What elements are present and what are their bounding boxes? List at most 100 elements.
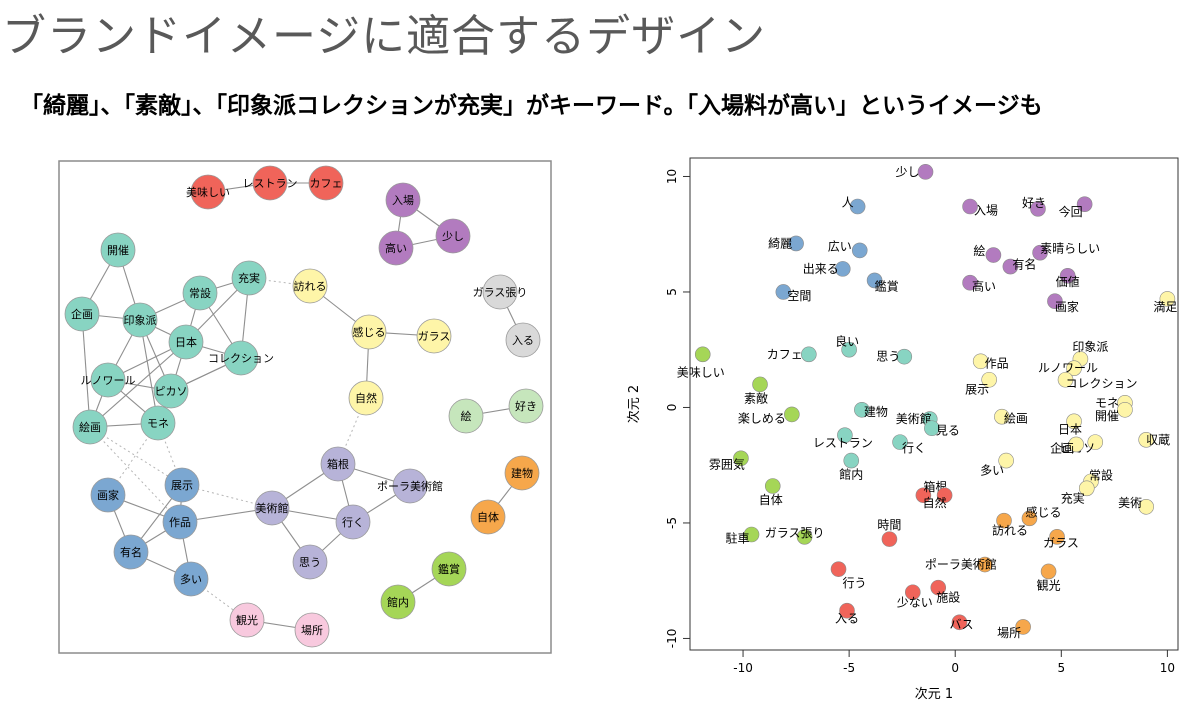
network-node [140, 405, 176, 441]
network-node [182, 275, 218, 311]
mds-point [881, 531, 898, 547]
mds-point [1047, 293, 1063, 310]
mds-point-label: 自体 [759, 493, 783, 507]
network-node [122, 302, 158, 338]
network-node-label: カフェ [310, 177, 343, 190]
mds-point-label: 美術館 [896, 411, 932, 426]
mds-point [994, 408, 1010, 425]
mds-point [743, 526, 760, 543]
mds-point [801, 346, 817, 363]
slide-title: ブランドイメージに適合するデザイン [2, 11, 767, 62]
mds-point [962, 198, 978, 215]
mds-point [1057, 371, 1074, 388]
mds-point-label: 常設 [1089, 467, 1113, 482]
mds-point-label: カフェ [767, 347, 803, 361]
network-node [378, 230, 414, 266]
mds-point [985, 247, 1002, 263]
mds-point [1002, 258, 1019, 275]
network-node-label: モネ [147, 417, 169, 430]
mds-point-label: 自然 [923, 495, 947, 510]
mds-point-label: 絵画 [1004, 411, 1028, 426]
network-node [416, 318, 452, 354]
network-node-label: ルノワール [81, 374, 136, 387]
mds-ytick-label: 5 [665, 288, 679, 296]
mds-point [1030, 201, 1046, 217]
mds-point [972, 353, 989, 370]
mds-point-label: 素敵 [744, 390, 768, 405]
network-node [231, 260, 267, 296]
network-node-label: 少し [442, 230, 464, 243]
mds-point [1021, 510, 1038, 527]
network-node-label: 展示 [171, 479, 193, 492]
mds-point-label: レストラン [813, 436, 873, 450]
network-node-label: 日本 [175, 335, 197, 349]
network-node [173, 561, 209, 597]
network-node [153, 373, 189, 409]
mds-point [996, 512, 1012, 529]
mds-point-label: 絵 [973, 243, 985, 258]
mds-xtick-label: 0 [951, 661, 959, 675]
network-node [64, 296, 100, 332]
mds-point [917, 164, 934, 180]
mds-point-label: ポーラ美術館 [925, 557, 997, 572]
mds-point [733, 450, 749, 467]
network-node [254, 490, 290, 526]
mds-ytick-label: 0 [665, 404, 679, 412]
network-node-label: 場所 [301, 624, 323, 637]
mds-point [1076, 196, 1093, 212]
mds-point-label: 思う [876, 350, 900, 364]
mds-point-label: 印象派 [1072, 340, 1108, 354]
mds-point [998, 452, 1014, 469]
network-node-label: 絵画 [79, 420, 101, 434]
mds-point-label: 場所 [997, 626, 1021, 640]
network-node [168, 324, 204, 360]
mds-ylabel: 次元 2 [626, 385, 642, 423]
mds-point-label: 観光 [1037, 578, 1061, 592]
mds-point [1066, 360, 1082, 376]
mds-point [788, 235, 804, 252]
network-node-label: 画家 [97, 488, 119, 502]
network-node [164, 467, 200, 503]
network-node-label: 企画 [71, 307, 93, 321]
mds-point [752, 376, 768, 393]
network-node-label: 箱根 [327, 457, 349, 471]
mds-point-label: 満足 [1153, 300, 1177, 314]
mds-point-label: 楽しめる [738, 411, 786, 425]
mds-point-label: 好き [1022, 196, 1046, 210]
network-node [100, 232, 136, 268]
network-node [435, 218, 471, 254]
mds-point-label: 収蔵 [1146, 433, 1170, 447]
mds-ytick-label: 10 [665, 169, 679, 184]
network-node [294, 612, 330, 648]
mds-point-label: 企画 [1050, 440, 1074, 455]
network-node [72, 409, 108, 445]
network-node-label: 自体 [477, 510, 499, 524]
network-dashed-edge [89, 426, 183, 486]
network-node-label: 感じる [353, 326, 386, 339]
mds-point [849, 198, 866, 215]
network-node-label: 鑑賞 [438, 562, 460, 576]
network-node-label: コレクション [208, 352, 274, 365]
network-node [335, 504, 371, 540]
mds-point-label: 駐車 [726, 531, 750, 546]
network-node [448, 398, 484, 434]
network-node-label: 入る [512, 334, 534, 347]
mds-point-label: 出来る [803, 262, 839, 276]
network-node-label: レストラン [243, 177, 298, 190]
mds-point-label: 充実 [1061, 490, 1085, 505]
network-node [380, 584, 416, 620]
mds-point-label: 雰囲気 [709, 456, 745, 471]
mds-point-label: 良い [835, 334, 859, 349]
network-node-label: ガラス [418, 330, 451, 343]
mds-point [896, 348, 913, 365]
mds-point [930, 579, 947, 596]
network-node [90, 477, 126, 513]
network-node [385, 182, 421, 218]
network-node-label: 建物 [511, 466, 533, 480]
mds-point [851, 242, 868, 259]
mds-point [1117, 401, 1133, 418]
mds-axes: -10 -5 0 5 10 -10 -5 0 5 10 [665, 169, 1175, 675]
mds-point-label: 作品 [985, 356, 1009, 370]
